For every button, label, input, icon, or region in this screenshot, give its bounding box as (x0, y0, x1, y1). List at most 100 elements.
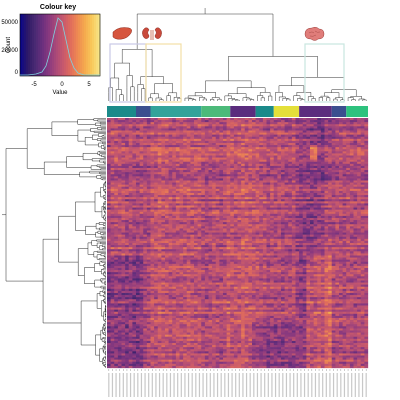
heatmap-cell (310, 118, 314, 121)
heatmap-cell (342, 151, 347, 154)
heatmap-cell (335, 118, 340, 121)
heatmap-cell (288, 190, 293, 194)
heatmap-cell (281, 186, 285, 189)
heatmap-cell (190, 188, 195, 192)
heatmap-cell (114, 186, 119, 189)
heatmap-cell (179, 136, 184, 139)
heatmap-cell (324, 190, 329, 194)
heatmap-cell (117, 209, 122, 212)
heatmap-cell (208, 209, 213, 212)
heatmap-cell (215, 122, 220, 125)
heatmap-cell (302, 157, 307, 160)
heatmap-cell (277, 120, 282, 123)
heatmap-cell (146, 197, 151, 200)
heatmap-cell (353, 134, 358, 137)
heatmap-cell (212, 220, 216, 223)
heatmap-cell (179, 222, 184, 225)
heatmap-cell (357, 207, 361, 210)
heatmap-cell (230, 122, 235, 125)
heatmap-cell (255, 182, 260, 185)
heatmap-cell (237, 213, 242, 217)
heatmap-cell (157, 165, 162, 169)
heatmap-cell (328, 132, 332, 135)
heatmap-cell (139, 147, 144, 150)
heatmap-cell (117, 197, 122, 200)
heatmap-cell (117, 153, 122, 156)
heatmap-cell (139, 172, 144, 175)
heatmap-cell (266, 151, 271, 154)
heatmap-cell (233, 136, 238, 139)
heatmap-cell (114, 126, 119, 129)
heatmap-cell (175, 207, 180, 210)
heatmap-cell (320, 159, 325, 162)
heatmap-cell (215, 174, 220, 177)
heatmap-cell (252, 151, 256, 154)
heatmap-cell (154, 193, 158, 196)
heatmap-cell (157, 151, 162, 154)
heatmap-cell (212, 180, 216, 183)
heatmap-cell (190, 213, 195, 217)
heatmap-cell (194, 178, 198, 181)
heatmap-cell (128, 213, 133, 217)
heatmap-cell (154, 188, 158, 192)
heatmap-cell (288, 126, 293, 129)
heatmap-cell (204, 118, 209, 121)
colour-key-histogram (20, 17, 100, 76)
heatmap-cell (175, 195, 180, 198)
heatmap-cell (161, 226, 166, 229)
heatmap-cell (201, 172, 206, 175)
heatmap-cell (324, 147, 329, 150)
heatmap-cell (310, 136, 314, 139)
heatmap-cell (237, 209, 242, 212)
heatmap-cell (259, 195, 264, 198)
heatmap-cell (121, 120, 126, 123)
heatmap-cell (288, 128, 293, 131)
heatmap-cell (107, 199, 111, 202)
heatmap-cell (281, 140, 285, 144)
heatmap-cell (255, 163, 260, 167)
heatmap-cell (172, 120, 177, 123)
heatmap-cell (186, 168, 191, 171)
heatmap-cell (117, 140, 122, 144)
heatmap-cell (226, 130, 231, 133)
heatmap-cell (360, 220, 365, 223)
heatmap-cell (172, 176, 177, 179)
heatmap-cell (346, 143, 351, 146)
heatmap-cell (201, 138, 206, 142)
heatmap-cell (190, 193, 195, 196)
heatmap-cell (339, 159, 343, 162)
heatmap-cell (175, 118, 180, 121)
heatmap-cell (313, 209, 318, 212)
heatmap-cell (125, 182, 129, 185)
heatmap-cell (262, 224, 267, 227)
heatmap-cell (346, 161, 351, 164)
heatmap-cell (252, 126, 256, 129)
heatmap-cell (248, 199, 253, 202)
heatmap-cell (128, 147, 133, 150)
heatmap-cell (132, 138, 137, 142)
heatmap-cell (349, 163, 354, 167)
heatmap-cell (342, 213, 347, 217)
heatmap-cell (197, 199, 202, 202)
heatmap-cell (360, 122, 365, 125)
colour-key-step (20, 14, 23, 76)
heatmap-cell (273, 222, 278, 225)
heatmap-cell (146, 182, 151, 185)
heatmap-cell (146, 193, 151, 196)
heatmap-cell (121, 151, 126, 154)
heatmap-cell (357, 197, 361, 200)
heatmap-cell (146, 226, 151, 229)
heatmap-cell (186, 165, 191, 169)
heatmap-cell (194, 159, 198, 162)
heatmap-cell (107, 124, 111, 127)
heatmap-cell (197, 138, 202, 142)
heatmap-cell (320, 199, 325, 202)
heatmap-cell (357, 163, 361, 167)
heatmap-cell (310, 172, 314, 175)
heatmap-cell (331, 186, 336, 189)
heatmap-cell (291, 159, 296, 162)
heatmap-cell (266, 122, 271, 125)
heatmap-cell (146, 195, 151, 198)
heatmap-cell (360, 170, 365, 173)
heatmap-cell (121, 124, 126, 127)
